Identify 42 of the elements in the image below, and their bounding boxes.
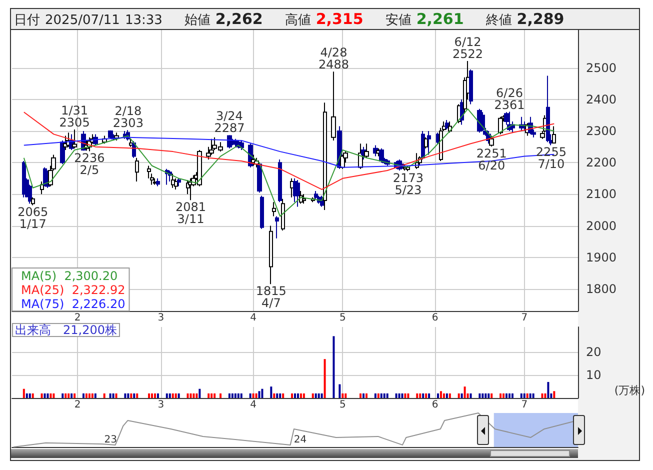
annotation: 3/24 2287 [214,109,245,136]
y-tick-label: 1900 [586,250,617,264]
y-tick-label: 2100 [586,187,617,202]
x-tick-label: 5 [339,400,346,410]
annotation: 4/28 2488 [318,46,349,72]
x-tick-label: 6 [432,400,438,410]
x-tick-label: 4 [250,400,256,410]
y-axis-title: (万株) [614,384,646,397]
x-tick-label: 3 [158,312,164,324]
x-tick-label: 3 [158,400,164,410]
y-tick-label: 20 [586,345,602,360]
text: MA(25) 2,322.92 [21,283,126,297]
y-tick-label: 2200 [586,156,617,170]
y-tick-label: 2300 [586,124,617,138]
y-tick-label: 1800 [586,282,617,296]
chart-title: 日付 2025/07/11 13:33 始値 2,262 高値 2,315 安値 2,261 終値 2,289 [14,10,564,28]
annotation: 1/31 2305 [59,103,90,130]
x-tick-label: 2 [74,312,81,324]
annotation: 6/12 2522 [452,34,484,61]
annotation: 2081 3/11 [175,200,206,226]
x-tick-label: 23 [104,434,118,446]
annotation: 6/26 2361 [494,86,525,112]
annotation: 2236 2/5 [74,151,105,178]
annotation: 2251 6/20 [476,146,507,173]
chart-title: 出来高 21,200株 [15,323,117,337]
annotation: 2/18 2303 [112,104,144,130]
x-tick-label: 6 [432,312,438,324]
x-tick-label: 5 [339,312,346,324]
y-tick-label: 2400 [586,92,617,106]
x-tick-label: 4 [250,312,256,324]
annotation: 1815 4/7 [256,284,286,310]
y-tick-label: 2500 [586,60,617,75]
y-tick-label: 2000 [586,218,617,233]
text: MA(5) 2,300.20 [21,269,118,283]
annotation: 2173 5/23 [392,171,424,198]
text: MA(75) 2,226.20 [21,297,126,311]
x-tick-label: 2 [74,400,81,410]
annotation: 2065 1/17 [18,205,48,232]
x-tick-label: 7 [521,312,528,324]
x-tick-label: 7 [521,400,528,410]
x-tick-label: 24 [294,434,307,446]
y-tick-label: 10 [586,368,602,382]
